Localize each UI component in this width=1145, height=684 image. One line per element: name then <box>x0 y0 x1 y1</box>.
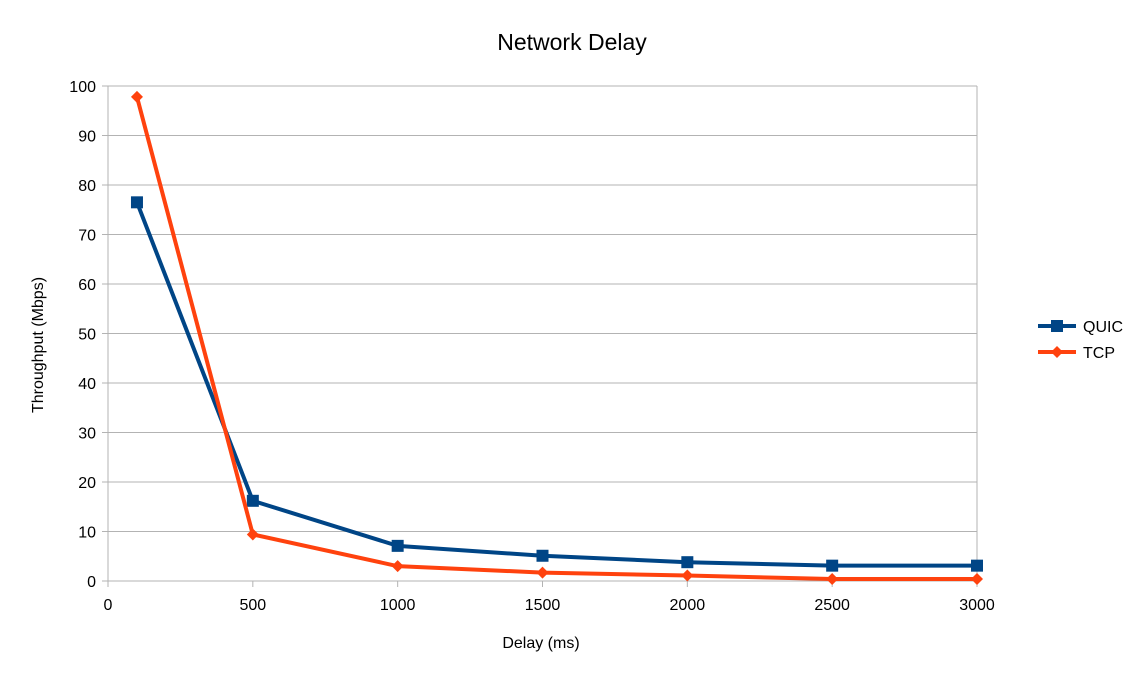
data-point-tcp <box>391 560 404 573</box>
y-tick-label: 0 <box>87 574 96 591</box>
data-point-tcp <box>681 569 694 582</box>
data-point-quic <box>971 559 983 572</box>
x-tick-label: 2500 <box>814 597 850 614</box>
series-group <box>130 90 983 586</box>
data-point-quic <box>681 556 694 569</box>
data-point-tcp <box>536 566 549 579</box>
x-tick-label: 2000 <box>670 597 706 614</box>
y-tick-label: 20 <box>78 475 96 492</box>
data-point-tcp <box>130 90 143 103</box>
y-tick-label: 40 <box>78 376 96 393</box>
x-tick-label: 1000 <box>380 597 416 614</box>
y-tick-label: 60 <box>78 277 96 294</box>
series-line-tcp <box>135 96 977 582</box>
data-point-tcp <box>246 528 259 541</box>
data-point-quic <box>536 549 549 562</box>
data-point-quic <box>130 196 143 209</box>
y-tick-label: 50 <box>78 327 96 344</box>
y-tick-label: 80 <box>78 178 96 195</box>
legend: QUIC TCP <box>1038 319 1123 362</box>
x-axis-title: Delay (ms) <box>502 635 579 652</box>
data-point-tcp <box>971 573 983 586</box>
x-tick-label: 3000 <box>959 597 995 614</box>
legend-label-tcp: TCP <box>1083 345 1115 362</box>
x-tick-label: 1500 <box>525 597 561 614</box>
series-quic <box>130 196 983 572</box>
gridlines <box>108 85 977 582</box>
y-axis-title: Throughput (Mbps) <box>30 277 47 413</box>
data-point-quic <box>246 494 259 507</box>
y-tick-label: 10 <box>78 525 96 542</box>
x-tick-label: 0 <box>104 597 113 614</box>
legend-item-quic: QUIC <box>1038 319 1123 336</box>
data-point-quic <box>391 539 404 552</box>
data-point-tcp <box>826 573 839 586</box>
data-point-quic <box>826 559 839 572</box>
y-tick-label: 90 <box>78 129 96 146</box>
chart-title: Network Delay <box>497 29 647 55</box>
legend-label-quic: QUIC <box>1083 319 1123 336</box>
legend-item-tcp: TCP <box>1038 345 1115 362</box>
y-tick-label: 30 <box>78 426 96 443</box>
series-tcp <box>130 90 983 586</box>
x-tick-label: 500 <box>239 597 266 614</box>
legend-marker-tcp <box>1051 346 1063 358</box>
legend-marker-quic <box>1051 320 1063 332</box>
series-line-quic <box>135 201 977 568</box>
y-tick-label: 100 <box>69 79 96 96</box>
y-tick-label: 70 <box>78 228 96 245</box>
